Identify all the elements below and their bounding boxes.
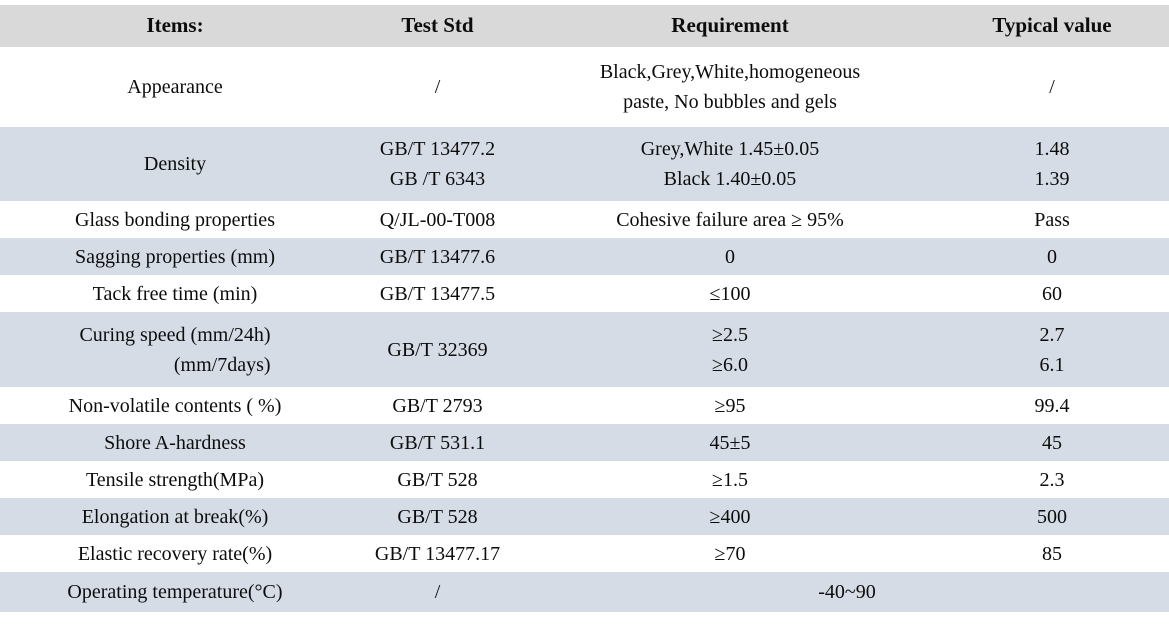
- item-cell: Sagging properties (mm): [75, 245, 275, 268]
- test-std-cell: GB/T 13477.5: [379, 282, 496, 305]
- table-header-row: Items: Test Std Requirement Typical valu…: [0, 5, 1169, 47]
- requirement-cell: ≥1.5: [712, 468, 748, 491]
- requirement-cell: ≥2.5 ≥6.0: [525, 312, 935, 387]
- typical-value-cell: 0: [1047, 245, 1057, 268]
- typical-value-cell: 45: [1042, 431, 1062, 454]
- typical-value-cell: 2.3: [1039, 468, 1065, 491]
- column-header-requirement: Requirement: [671, 13, 789, 38]
- table-row: Tack free time (min) GB/T 13477.5 ≤100 6…: [0, 275, 1169, 312]
- requirement-line: Black,Grey,White,homogeneous: [599, 61, 861, 83]
- item-cell: Shore A-hardness: [104, 431, 246, 454]
- item-cell: Density: [143, 153, 207, 175]
- table-row: Appearance / Black,Grey,White,homogeneou…: [0, 47, 1169, 127]
- requirement-line: ≥2.5: [712, 323, 748, 346]
- test-std-cell: GB/T 13477.6: [379, 245, 496, 268]
- table-row: Curing speed (mm/24h) (mm/7days) GB/T 32…: [0, 312, 1169, 387]
- column-header-typical-value: Typical value: [992, 13, 1112, 38]
- table-row: Operating temperature(°C) / -40~90: [0, 572, 1169, 612]
- table-row: Glass bonding properties Q/JL-00-T008 Co…: [0, 201, 1169, 238]
- item-cell: Tensile strength(MPa): [85, 468, 264, 491]
- item-line: Curing speed (mm/24h): [79, 323, 271, 346]
- typical-value-cell: 1.48 1.39: [935, 127, 1169, 201]
- test-std-cell: GB/T 528: [397, 468, 478, 491]
- typical-value-line: 1.39: [1034, 168, 1070, 190]
- item-line: (mm/7days): [173, 353, 271, 376]
- requirement-cell: 45±5: [709, 431, 751, 454]
- requirement-cell: 0: [725, 245, 735, 268]
- test-std-cell: GB/T 528: [397, 505, 478, 528]
- item-cell: Elastic recovery rate(%): [77, 542, 273, 565]
- item-cell: Curing speed (mm/24h) (mm/7days): [0, 312, 350, 387]
- typical-value-cell: 60: [1042, 282, 1062, 305]
- typical-value-line: 2.7: [1039, 323, 1065, 346]
- requirement-cell: Cohesive failure area ≥ 95%: [616, 208, 844, 231]
- test-std-cell: GB/T 531.1: [389, 431, 486, 454]
- table-row: Shore A-hardness GB/T 531.1 45±5 45: [0, 424, 1169, 461]
- test-std-cell: /: [434, 581, 441, 603]
- table-row: Tensile strength(MPa) GB/T 528 ≥1.5 2.3: [0, 461, 1169, 498]
- requirement-line: Grey,White 1.45±0.05: [640, 138, 820, 160]
- requirement-cell: ≥95: [714, 394, 746, 417]
- requirement-typical-merged-cell: -40~90: [818, 581, 876, 603]
- item-cell: Operating temperature(°C): [67, 581, 283, 603]
- test-std-cell: Q/JL-00-T008: [379, 208, 496, 231]
- requirement-line: Black 1.40±0.05: [663, 168, 797, 190]
- requirement-cell: Black,Grey,White,homogeneous paste, No b…: [525, 47, 935, 127]
- typical-value-cell: 85: [1042, 542, 1062, 565]
- requirement-line: ≥6.0: [712, 353, 748, 376]
- item-cell: Glass bonding properties: [75, 208, 275, 231]
- typical-value-cell: 99.4: [1034, 394, 1070, 417]
- test-std-cell: GB/T 32369: [387, 338, 488, 361]
- test-std-line: GB /T 6343: [389, 168, 486, 190]
- typical-value-line: 1.48: [1034, 138, 1070, 160]
- requirement-cell: ≤100: [709, 282, 751, 305]
- column-header-test-std: Test Std: [401, 13, 474, 38]
- typical-value-cell: 2.7 6.1: [935, 312, 1169, 387]
- typical-value-cell: /: [1049, 76, 1055, 98]
- item-cell: Appearance: [127, 76, 223, 98]
- column-header-items: Items:: [146, 13, 204, 38]
- item-cell: Non-volatile contents ( %): [68, 394, 282, 417]
- test-std-cell: GB/T 13477.2 GB /T 6343: [350, 127, 525, 201]
- table-row: Density GB/T 13477.2 GB /T 6343 Grey,Whi…: [0, 127, 1169, 201]
- test-std-line: GB/T 13477.2: [379, 138, 496, 160]
- typical-value-line: 6.1: [1039, 353, 1065, 376]
- test-std-cell: /: [434, 76, 441, 98]
- specification-table: Items: Test Std Requirement Typical valu…: [0, 5, 1169, 612]
- table-row: Elongation at break(%) GB/T 528 ≥400 500: [0, 498, 1169, 535]
- item-cell: Tack free time (min): [92, 282, 258, 305]
- requirement-cell: Grey,White 1.45±0.05 Black 1.40±0.05: [525, 127, 935, 201]
- table-row: Non-volatile contents ( %) GB/T 2793 ≥95…: [0, 387, 1169, 424]
- table-row: Sagging properties (mm) GB/T 13477.6 0 0: [0, 238, 1169, 275]
- item-cell: Elongation at break(%): [81, 505, 269, 528]
- table-row: Elastic recovery rate(%) GB/T 13477.17 ≥…: [0, 535, 1169, 572]
- item-two-line: Curing speed (mm/24h) (mm/7days): [79, 320, 270, 380]
- requirement-line: paste, No bubbles and gels: [623, 91, 837, 113]
- test-std-cell: GB/T 13477.17: [374, 542, 501, 565]
- requirement-cell: ≥70: [714, 542, 746, 565]
- requirement-cell: ≥400: [709, 505, 751, 528]
- test-std-cell: GB/T 2793: [392, 394, 483, 417]
- typical-value-cell: Pass: [1034, 208, 1070, 231]
- typical-value-cell: 500: [1037, 505, 1067, 528]
